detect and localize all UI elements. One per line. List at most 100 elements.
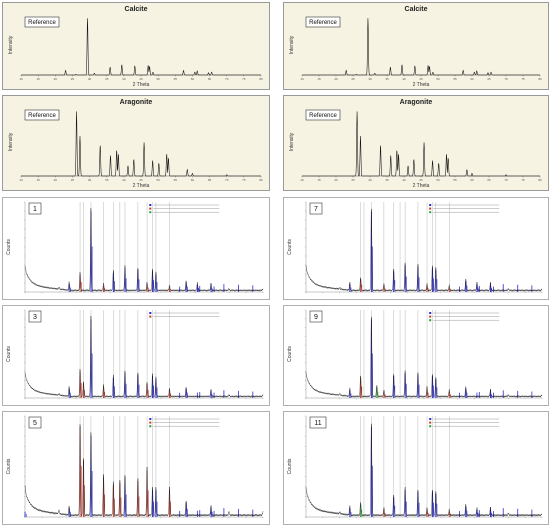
phase-legend-swatch	[149, 425, 152, 428]
x-tick-label: 70	[504, 77, 508, 81]
sample-number: 3	[33, 314, 37, 321]
x-tick-label: 60	[191, 77, 195, 81]
sample-number-box	[28, 310, 42, 323]
diffraction-trace	[24, 424, 264, 517]
calcite-reference-right-chart: Calcite Reference Intensity 2 Theta 10 15 20 25…	[289, 6, 542, 88]
y-axis-label: Counts	[6, 239, 12, 255]
sample-11-chart: Counts 11	[287, 415, 543, 519]
calcite-reference-right-panel: Calcite Reference Intensity 2 Theta 10 15 20 25…	[283, 2, 549, 90]
x-tick-label: 15	[36, 178, 40, 182]
phase-legend-swatch	[149, 204, 152, 206]
sample-7-panel: Counts 7	[283, 197, 549, 300]
reference-legend-box	[305, 16, 341, 28]
sample-number: 11	[314, 420, 321, 427]
x-tick-label: 20	[334, 77, 338, 81]
x-axis-label: 2 Theta	[413, 183, 430, 189]
x-tick-label: 50	[156, 77, 160, 81]
sample-1-chart: Counts 1	[6, 201, 264, 294]
x-tick-label: 80	[259, 77, 263, 81]
x-tick-label: 75	[242, 77, 246, 81]
sample-number: 5	[33, 420, 37, 427]
sample-3-chart: Counts 3	[6, 309, 264, 400]
chart-title: Aragonite	[120, 99, 153, 106]
phase-legend-swatch	[429, 207, 432, 210]
x-tick-label: 55	[453, 178, 457, 182]
reference-legend-box	[305, 109, 341, 121]
x-tick-label: 75	[521, 178, 525, 182]
calcite-reference-left-panel: Calcite Reference Intensity 2 Theta 10 15 20 25…	[2, 2, 270, 90]
x-tick-label: 30	[368, 178, 372, 182]
x-tick-label: 65	[487, 178, 491, 182]
chart-title: Calcite	[405, 6, 428, 13]
x-tick-label: 40	[122, 77, 126, 81]
x-tick-label: 50	[436, 77, 440, 81]
phase-legend-swatch	[429, 425, 432, 428]
x-tick-label: 75	[521, 77, 525, 81]
x-tick-label: 65	[208, 178, 212, 182]
x-tick-label: 80	[538, 77, 542, 81]
chart-title: Calcite	[125, 6, 148, 13]
x-tick-label: 80	[538, 178, 542, 182]
chart-title: Aragonite	[400, 99, 433, 106]
y-axis-label: Intensity	[289, 35, 295, 54]
x-tick-label: 50	[156, 178, 160, 182]
sample-3-panel: Counts 3	[2, 305, 270, 406]
y-axis-label: Counts	[287, 458, 293, 474]
x-tick-label: 75	[242, 178, 246, 182]
sample-number-box	[309, 202, 323, 215]
phase-legend-swatch	[149, 211, 152, 214]
diffraction-trace	[302, 111, 540, 177]
x-tick-label: 15	[317, 77, 321, 81]
y-axis-label: Intensity	[289, 132, 295, 151]
x-tick-label: 20	[54, 178, 58, 182]
y-axis-label: Intensity	[8, 132, 14, 151]
sample-11-panel: Counts 11	[283, 411, 549, 525]
phase-legend-swatch	[429, 315, 432, 318]
x-tick-label: 45	[419, 77, 423, 81]
x-tick-label: 45	[419, 178, 423, 182]
x-tick-label: 65	[208, 77, 212, 81]
y-axis-label: Counts	[6, 346, 12, 362]
x-tick-label: 40	[402, 77, 406, 81]
x-tick-label: 25	[71, 77, 75, 81]
x-tick-label: 20	[334, 178, 338, 182]
phase-legend-swatch	[149, 207, 152, 210]
y-axis-label: Counts	[6, 458, 12, 474]
x-axis-label: 2 Theta	[133, 82, 150, 88]
sample-1-panel: Counts 1	[2, 197, 270, 300]
diffraction-trace	[305, 423, 543, 517]
y-axis-label: Intensity	[8, 35, 14, 54]
x-tick-label: 35	[385, 77, 389, 81]
reference-legend-box	[24, 16, 60, 28]
x-tick-label: 10	[300, 77, 304, 81]
x-axis-label: 2 Theta	[413, 82, 430, 88]
phase-legend-swatch	[429, 418, 432, 420]
sample-number: 9	[314, 314, 318, 321]
sample-7-chart: Counts 7	[287, 201, 543, 294]
x-tick-label: 50	[436, 178, 440, 182]
phase-legend-swatch	[429, 211, 432, 214]
x-tick-label: 70	[504, 178, 508, 182]
sample-9-panel: Counts 9	[283, 305, 549, 406]
diffraction-trace	[21, 18, 261, 76]
x-tick-label: 20	[54, 77, 58, 81]
aragonite-reference-left-panel: Aragonite Reference Intensity 2 Theta 10 15 20…	[2, 95, 270, 191]
x-tick-label: 40	[402, 178, 406, 182]
x-tick-label: 65	[487, 77, 491, 81]
y-axis-label: Counts	[287, 239, 293, 255]
x-tick-label: 45	[139, 77, 143, 81]
diffraction-trace	[305, 208, 543, 292]
diffraction-trace	[21, 111, 261, 177]
sample-5-chart: Counts 5	[6, 415, 264, 519]
x-tick-label: 35	[385, 178, 389, 182]
x-tick-label: 70	[225, 178, 229, 182]
sample-5-panel: Counts 5	[2, 411, 270, 525]
x-tick-label: 60	[470, 178, 474, 182]
phase-legend-swatch	[149, 315, 152, 318]
sample-number-box	[309, 416, 327, 429]
x-tick-label: 70	[225, 77, 229, 81]
x-tick-label: 25	[351, 77, 355, 81]
aragonite-reference-left-chart: Aragonite Reference Intensity 2 Theta 10 15 20…	[8, 99, 263, 189]
diffraction-trace	[305, 316, 543, 399]
diffraction-trace	[24, 316, 264, 398]
